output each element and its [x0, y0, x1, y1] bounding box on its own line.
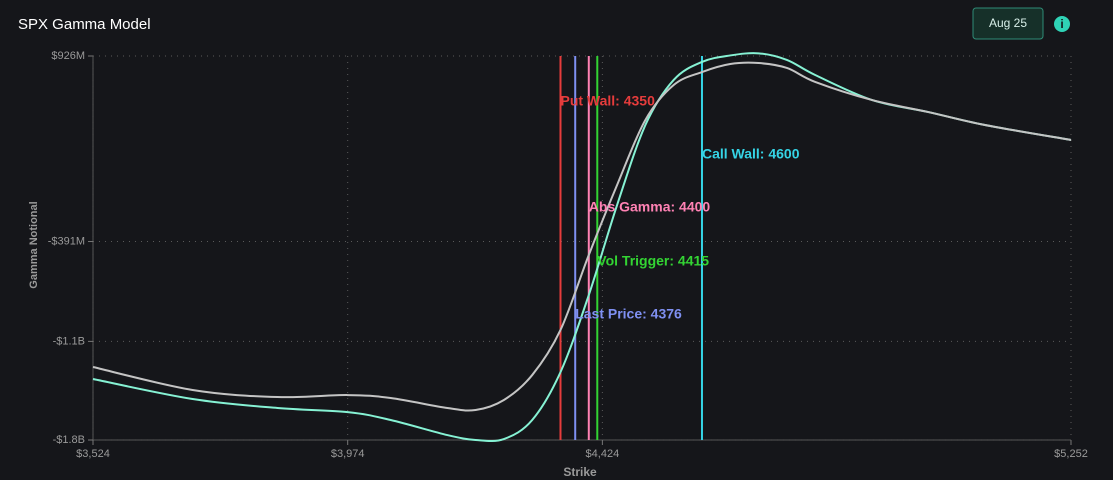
y-tick-label: -$391M — [48, 235, 85, 247]
date-button[interactable] — [972, 7, 1044, 40]
x-tick-label: $4,424 — [586, 448, 620, 460]
info-icon[interactable] — [1054, 16, 1070, 32]
x-axis-title: Strike — [563, 465, 597, 479]
y-tick-label: $926M — [51, 50, 85, 62]
gamma-curve — [92, 52, 1072, 443]
date-button-label[interactable]: Aug 25 — [989, 16, 1027, 30]
marker-label: Abs Gamma: 4400 — [589, 199, 711, 215]
x-tick-label: $3,524 — [76, 448, 110, 460]
marker-label: Last Price: 4376 — [575, 306, 682, 322]
marker-label: Put Wall: 4350 — [560, 93, 655, 109]
marker-label: Vol Trigger: 4415 — [597, 253, 709, 269]
x-tick-label: $3,974 — [331, 448, 365, 460]
marker-label: Call Wall: 4600 — [702, 146, 800, 162]
y-tick-label: -$1.1B — [53, 335, 85, 347]
page-title: SPX Gamma Model — [18, 16, 151, 33]
info-icon-glyph: i — [1060, 17, 1063, 31]
y-tick-label: -$1.8B — [53, 434, 85, 446]
gamma-curve — [92, 61, 1072, 412]
x-tick-label: $5,252 — [1054, 448, 1088, 460]
y-axis-title: Gamma Notional — [28, 201, 40, 288]
